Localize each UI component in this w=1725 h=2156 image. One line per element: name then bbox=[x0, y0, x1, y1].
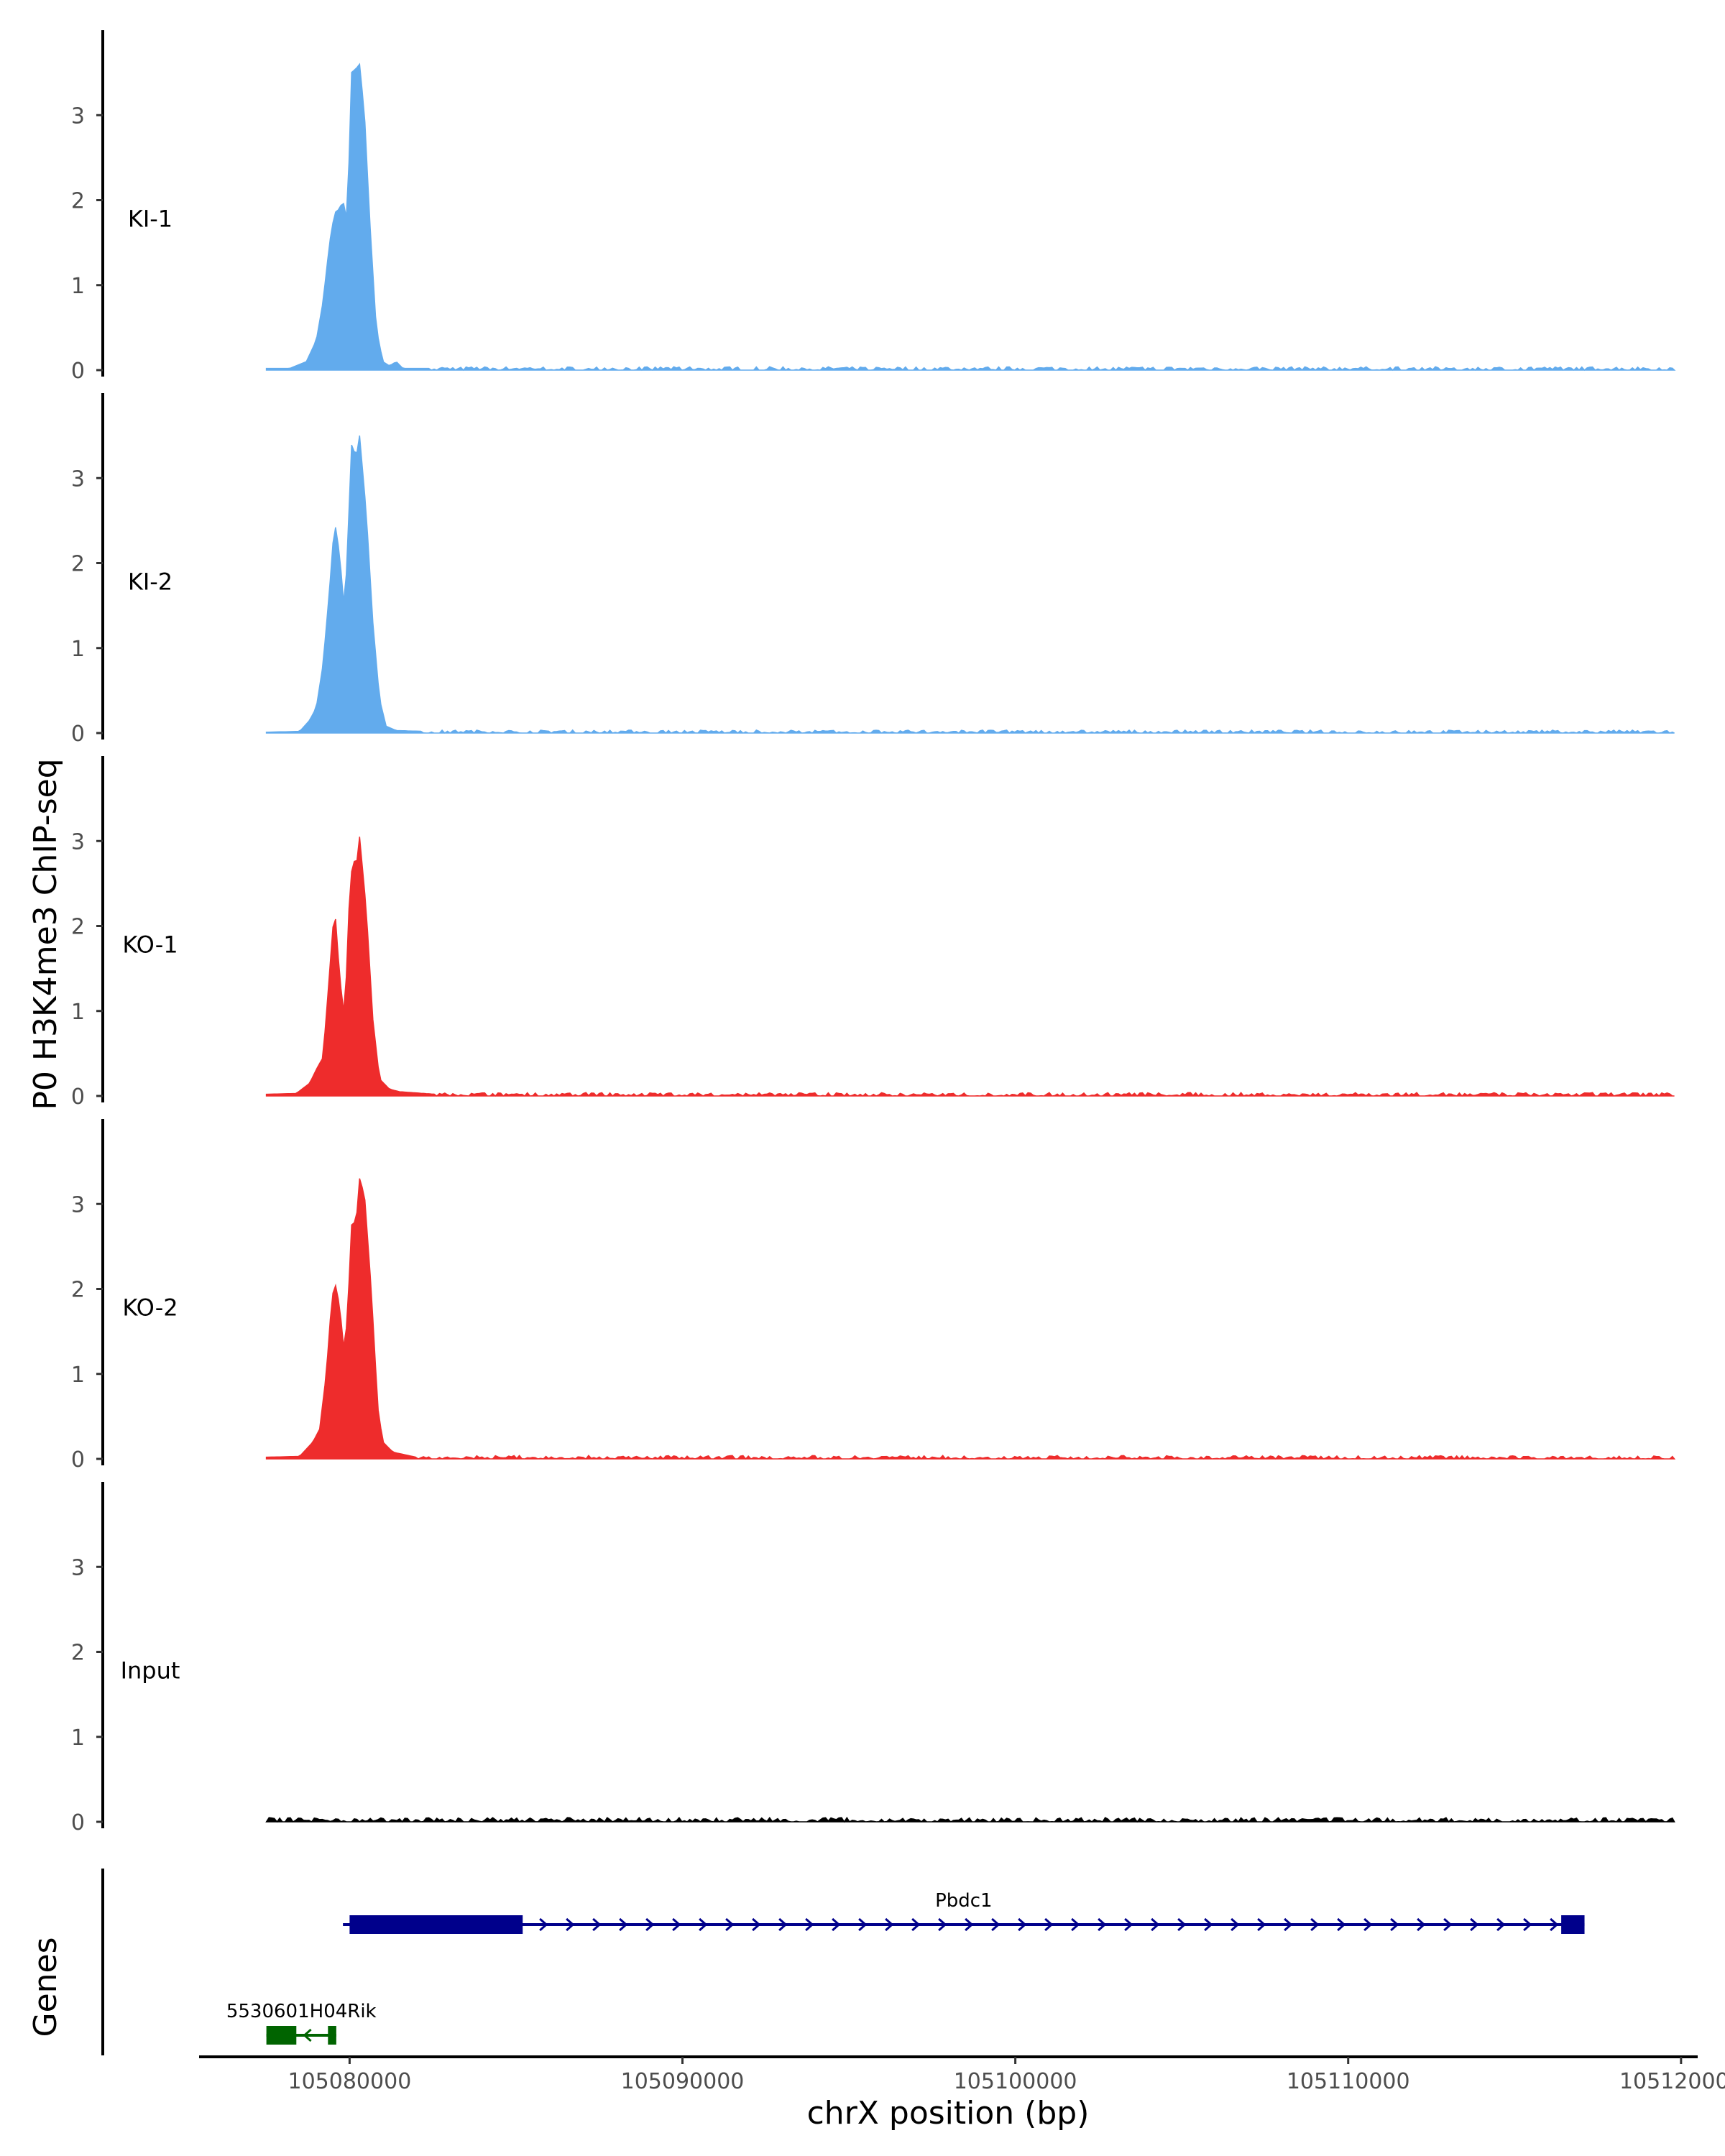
gene-pbdc1: Pbdc1 bbox=[343, 1890, 1585, 1934]
y-tick-label: 3 bbox=[71, 1555, 85, 1580]
strand-arrow bbox=[1230, 1917, 1240, 1932]
strand-arrow bbox=[1151, 1917, 1160, 1932]
track-ki-2: 0 1 2 3 KI-2 bbox=[71, 393, 1675, 747]
signal-area-ko-1 bbox=[265, 837, 1675, 1097]
y-tick-label: 1 bbox=[71, 1000, 85, 1025]
strand-arrow bbox=[725, 1917, 735, 1932]
strand-arrow bbox=[1310, 1917, 1320, 1932]
y-axis-title: P0 H3K4me3 ChIP-seq bbox=[27, 758, 64, 1110]
strand-arrow bbox=[1204, 1917, 1213, 1932]
strand-arrow bbox=[1363, 1917, 1373, 1932]
track-ko-1: 0 1 2 3 KO-1 bbox=[71, 756, 1675, 1110]
strand-arrow bbox=[303, 2028, 312, 2042]
y-tick-label: 2 bbox=[71, 189, 85, 214]
gene-exon bbox=[266, 2026, 297, 2045]
x-tick-label: 105110000 bbox=[1287, 2069, 1410, 2094]
x-tick-label: 105120000 bbox=[1619, 2069, 1725, 2094]
coverage-tracks: 0 1 2 3 KI-1 0 1 2 3 KI-2 0 1 2 3 KO-1 0 1 2 3 KO-2 0 1 2 3 Inpu… bbox=[71, 30, 1676, 1835]
strand-arrow bbox=[699, 1917, 708, 1932]
track-ki-1: 0 1 2 3 KI-1 bbox=[71, 30, 1676, 384]
strand-arrow bbox=[645, 1917, 655, 1932]
y-tick-label: 1 bbox=[71, 1726, 85, 1751]
strand-arrow bbox=[752, 1917, 761, 1932]
strand-arrow bbox=[619, 1917, 628, 1932]
strand-arrow bbox=[1071, 1917, 1080, 1932]
gene-exon bbox=[328, 2026, 336, 2045]
y-tick-label: 0 bbox=[71, 722, 85, 747]
track-ko-2: 0 1 2 3 KO-2 bbox=[71, 1119, 1676, 1473]
strand-arrow bbox=[885, 1917, 894, 1932]
strand-arrow bbox=[1443, 1917, 1453, 1932]
y-tick-label: 3 bbox=[71, 466, 85, 492]
strand-arrow bbox=[991, 1917, 1000, 1932]
y-tick-label: 3 bbox=[71, 1192, 85, 1217]
gene-5530601h04rik: 5530601H04Rik bbox=[226, 2001, 377, 2045]
signal-area-ki-1 bbox=[265, 63, 1676, 372]
strand-arrow bbox=[965, 1917, 974, 1932]
gene-track: Pbdc1 5530601H04Rik bbox=[101, 1869, 1585, 2055]
strand-arrow bbox=[938, 1917, 947, 1932]
signal-area-input bbox=[265, 1816, 1675, 1823]
y-tick-label: 2 bbox=[71, 1278, 85, 1303]
y-tick-label: 3 bbox=[71, 103, 85, 129]
strand-arrow bbox=[1098, 1917, 1107, 1932]
strand-arrow bbox=[1018, 1917, 1027, 1932]
y-tick-label: 2 bbox=[71, 915, 85, 940]
gene-exon bbox=[1561, 1915, 1585, 1934]
strand-arrow bbox=[1390, 1917, 1399, 1932]
gene-name-label: 5530601H04Rik bbox=[226, 2001, 377, 2022]
strand-arrow bbox=[778, 1917, 788, 1932]
strand-arrow bbox=[672, 1917, 681, 1932]
strand-arrow bbox=[1496, 1917, 1506, 1932]
strand-arrow bbox=[592, 1917, 602, 1932]
y-tick-label: 0 bbox=[71, 1084, 85, 1110]
track-label: KO-2 bbox=[122, 1294, 178, 1322]
track-label: KI-2 bbox=[128, 568, 172, 596]
y-tick-label: 1 bbox=[71, 1363, 85, 1388]
strand-arrow bbox=[1417, 1917, 1426, 1932]
y-tick-label: 2 bbox=[71, 1641, 85, 1666]
signal-area-ko-2 bbox=[265, 1178, 1676, 1460]
y-tick-label: 1 bbox=[71, 274, 85, 299]
track-input: 0 1 2 3 Input bbox=[71, 1482, 1675, 1835]
strand-arrow bbox=[805, 1917, 814, 1932]
track-label: KI-1 bbox=[128, 206, 172, 233]
y-tick-label: 0 bbox=[71, 1810, 85, 1835]
x-tick-label: 105080000 bbox=[288, 2069, 412, 2094]
strand-arrow bbox=[1177, 1917, 1187, 1932]
strand-arrow bbox=[1470, 1917, 1479, 1932]
x-axis: 105080000 105090000 105100000 105110000 1051… bbox=[199, 2055, 1725, 2094]
strand-arrow bbox=[832, 1917, 841, 1932]
strand-arrow bbox=[911, 1917, 921, 1932]
strand-arrow bbox=[1550, 1917, 1559, 1932]
x-axis-title: chrX position (bp) bbox=[807, 2095, 1090, 2132]
strand-arrow bbox=[1337, 1917, 1346, 1932]
strand-arrow bbox=[539, 1917, 548, 1932]
gene-exon bbox=[349, 1915, 523, 1934]
strand-arrow bbox=[1044, 1917, 1054, 1932]
gene-name-label: Pbdc1 bbox=[935, 1890, 993, 1912]
strand-arrow bbox=[1523, 1917, 1532, 1932]
genes-axis-title: Genes bbox=[27, 1937, 64, 2037]
strand-arrow bbox=[1124, 1917, 1133, 1932]
x-tick-label: 105090000 bbox=[621, 2069, 745, 2094]
y-tick-label: 2 bbox=[71, 552, 85, 577]
x-tick-label: 105100000 bbox=[954, 2069, 1077, 2094]
strand-arrow bbox=[1257, 1917, 1266, 1932]
strand-arrow bbox=[566, 1917, 575, 1932]
track-label: Input bbox=[121, 1657, 180, 1685]
strand-arrow bbox=[858, 1917, 868, 1932]
track-label: KO-1 bbox=[122, 931, 178, 959]
signal-area-ki-2 bbox=[265, 435, 1675, 734]
strand-arrow bbox=[1284, 1917, 1293, 1932]
y-tick-label: 3 bbox=[71, 829, 85, 854]
y-tick-label: 0 bbox=[71, 1447, 85, 1473]
y-tick-label: 1 bbox=[71, 637, 85, 662]
y-tick-label: 0 bbox=[71, 359, 85, 384]
